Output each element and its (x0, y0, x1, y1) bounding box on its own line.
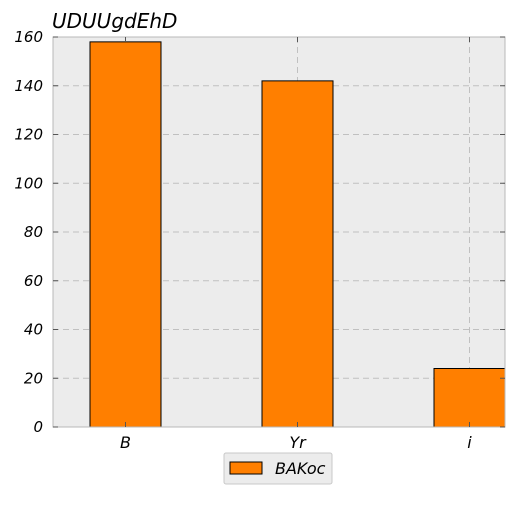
bar-i (433, 368, 506, 428)
x-tick-label: B (120, 433, 131, 452)
x-tick-label: Yr (289, 433, 307, 452)
y-tick-label: 100 (14, 174, 43, 192)
y-tick-label: 20 (24, 369, 43, 387)
y-tick-label: 120 (14, 126, 43, 144)
y-tick-label: 80 (24, 223, 43, 241)
legend-box (223, 452, 333, 485)
chart-title: UDUUgdEhD (52, 9, 177, 33)
y-tick-label: 0 (33, 418, 43, 436)
y-tick-label: 60 (24, 272, 43, 290)
legend: BAKoc (223, 452, 333, 485)
y-tick-label: 40 (24, 321, 43, 339)
legend-label: BAKoc (275, 459, 326, 478)
y-tick-label: 140 (14, 77, 43, 95)
bar-B (89, 41, 162, 428)
bar-Yr (261, 80, 334, 428)
x-tick-label: i (467, 433, 472, 452)
legend-swatch (229, 461, 263, 475)
y-axis-ticks: 0 20 40 60 80 100 120 140 160 (14, 28, 505, 436)
y-tick-label: 160 (14, 28, 43, 46)
bars (89, 41, 506, 428)
x-axis-ticks: B Yr i (120, 37, 472, 452)
